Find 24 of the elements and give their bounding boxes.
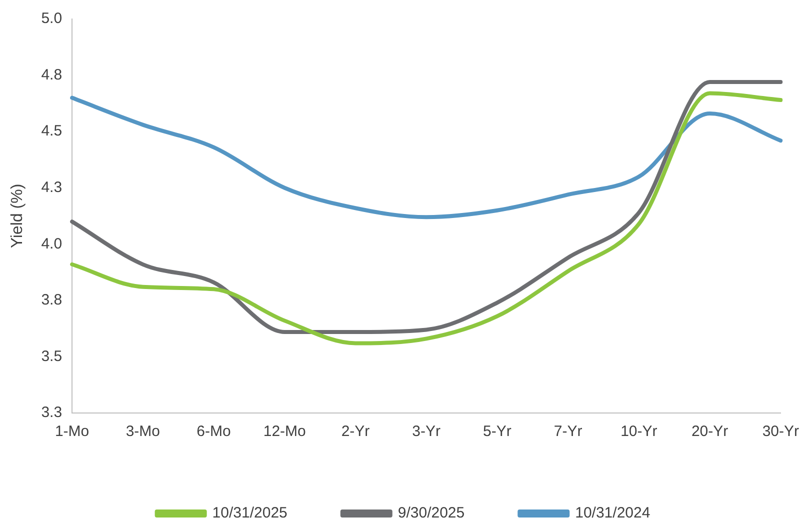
- x-tick-label: 2-Yr: [341, 423, 370, 440]
- x-tick-label: 3-Mo: [126, 423, 160, 440]
- legend-label: 10/31/2025: [212, 504, 288, 522]
- y-tick-label: 4.0: [41, 235, 62, 252]
- x-tick-label: 5-Yr: [483, 423, 512, 440]
- x-tick-label: 12-Mo: [263, 423, 306, 440]
- legend-label: 9/30/2025: [398, 504, 465, 522]
- y-tick-label: 4.5: [41, 122, 62, 140]
- x-tick-label: 1-Mo: [54, 423, 90, 440]
- legend-label: 10/31/2024: [575, 504, 650, 522]
- y-tick-label: 5.0: [41, 10, 62, 28]
- y-tick-label: 3.8: [41, 292, 62, 309]
- y-tick-label: 4.3: [41, 179, 62, 196]
- x-tick-label: 3-Yr: [412, 423, 441, 440]
- x-tick-label: 20-Yr: [691, 423, 728, 440]
- x-tick-label: 10-Yr: [620, 423, 658, 440]
- y-tick-label: 3.3: [41, 404, 62, 422]
- line-series: [70, 96, 783, 220]
- y-tick-label: 3.5: [41, 348, 62, 365]
- x-tick-label: 6-Mo: [196, 423, 231, 440]
- y-tick-label: 4.8: [41, 66, 62, 84]
- x-tick-label: 7-Yr: [554, 423, 582, 440]
- x-tick-label: 30-Yr: [762, 423, 800, 440]
- y-axis-title: Yield (%): [9, 184, 26, 248]
